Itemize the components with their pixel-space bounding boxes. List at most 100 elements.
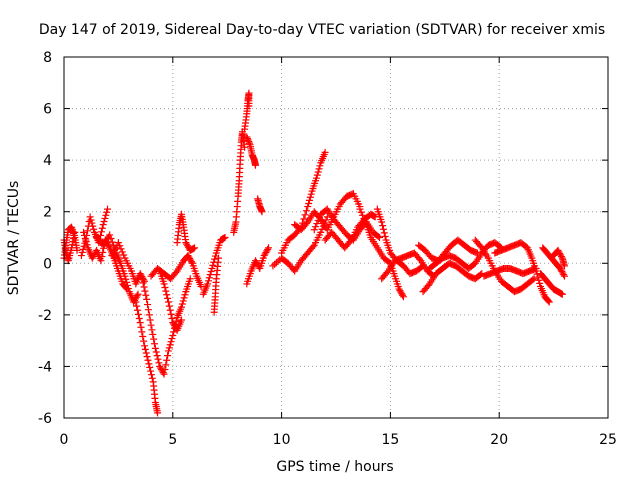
data-point [147,367,155,375]
data-point [251,161,259,169]
data-point [269,262,277,270]
data-point [97,257,105,265]
data-point [146,363,154,371]
data-point [82,238,90,246]
data-point [166,341,174,349]
data-point [141,287,149,295]
x-tick-label: 10 [273,432,291,448]
data-point [114,239,122,247]
data-point [378,218,386,226]
data-point [208,264,216,272]
x-tick-label: 0 [60,432,69,448]
data-point [68,244,76,252]
data-point [164,298,172,306]
data-point [361,218,369,226]
y-tick-label: 2 [43,205,52,221]
series-arc-13 [210,254,222,316]
data-point [135,314,143,322]
data-point [243,133,251,141]
data-point [161,284,169,292]
series-arc-16 [243,133,259,169]
data-point [165,344,173,352]
data-point [241,143,249,151]
data-point [139,279,147,287]
data-point [181,291,189,299]
data-point [305,196,313,204]
y-tick-label: -2 [38,308,52,324]
data-point [307,190,315,198]
data-point [535,276,543,284]
data-point [124,281,132,289]
data-point [178,303,186,311]
data-point [304,203,312,211]
data-point [77,252,85,260]
data-point [244,136,252,144]
data-point [188,258,196,266]
data-point [560,272,568,280]
series-arc-35 [550,246,568,270]
data-point [163,291,171,299]
series-arc-32 [491,239,553,306]
series-arc-15 [241,89,253,133]
data-point [97,231,105,239]
data-point [306,193,314,201]
data-point [314,168,322,176]
data-point [167,310,175,318]
series-arc-30 [471,236,538,296]
data-point [424,281,432,289]
data-point [476,242,484,250]
data-point [164,352,172,360]
data-point [134,306,142,314]
data-point [142,291,150,299]
data-points [60,89,568,417]
x-tick-label: 5 [168,432,177,448]
data-point [151,344,159,352]
data-point [161,366,169,374]
data-point [134,290,142,298]
data-point [301,211,309,219]
data-point [529,276,537,284]
data-point [312,223,320,231]
data-point [302,220,310,228]
data-point [146,316,154,324]
data-point [160,280,168,288]
series-arc-27 [415,236,481,265]
data-point [98,224,106,232]
data-point [145,311,153,319]
data-point [149,330,157,338]
data-point [148,374,156,382]
data-point [258,208,266,216]
data-point [204,280,212,288]
y-tick-label: 8 [43,50,52,66]
data-point [88,219,96,227]
y-tick-label: -4 [38,359,52,375]
y-tick-label: 6 [43,102,52,118]
data-point [142,349,150,357]
series-arc-09 [156,267,186,334]
data-point [374,232,382,240]
data-point [151,340,159,348]
data-point [207,268,215,276]
data-point [245,138,253,146]
y-tick-label: 0 [43,256,52,272]
series-arc-10 [147,252,205,290]
y-axis-label: SDTVAR / TECUs [6,181,22,296]
data-point [221,234,229,241]
data-point [107,235,115,243]
data-point [155,359,163,367]
axis-ticks: 0 5 10 15 20 25 -6 -4 -2 0 2 4 6 8 [38,50,617,448]
data-point [140,337,148,345]
series-arc-33 [539,244,568,280]
data-point [379,225,387,233]
data-point [164,294,172,302]
data-point [120,251,128,259]
data-point [123,278,131,286]
data-point [302,207,310,215]
data-point [357,208,365,216]
series-arc-25 [373,205,427,278]
data-point [138,275,146,283]
data-point [154,409,162,417]
data-point [150,335,158,343]
data-point [532,267,540,275]
